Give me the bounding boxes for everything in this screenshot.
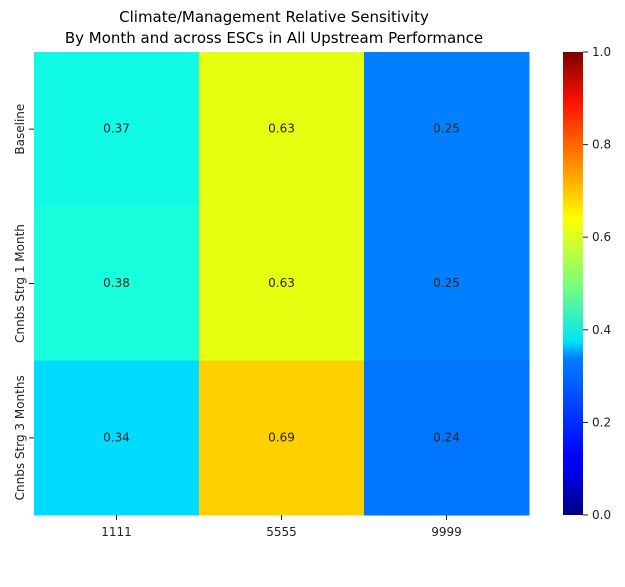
heatmap-cell xyxy=(199,206,365,362)
chart-subtitle: By Month and across ESCs in All Upstream… xyxy=(65,29,483,47)
cell-value-label: 0.25 xyxy=(433,276,460,290)
y-tick-label: Cnnbs Strg 3 Months xyxy=(13,375,27,500)
heatmap-cell-labels: 0.37 0.63 0.25 0.38 0.63 0.25 0.34 0.69 0.24 xyxy=(103,122,460,445)
colorbar-tick-label: 0.0 xyxy=(592,508,611,522)
heatmap-cell xyxy=(199,52,365,207)
cell-value-label: 0.25 xyxy=(433,122,460,136)
heatmap-cell xyxy=(199,360,365,516)
colorbar-tick-label: 1.0 xyxy=(592,45,611,59)
chart-title: Climate/Management Relative Sensitivity xyxy=(119,8,429,26)
cell-value-label: 0.69 xyxy=(268,430,295,444)
heatmap-cell xyxy=(364,360,530,516)
cell-value-label: 0.34 xyxy=(103,430,130,444)
cell-value-label: 0.38 xyxy=(103,276,130,290)
colorbar-tick-label: 0.6 xyxy=(592,230,611,244)
colorbar-tick-label: 0.4 xyxy=(592,323,611,337)
heatmap-cell xyxy=(34,206,200,362)
cell-value-label: 0.63 xyxy=(268,276,295,290)
x-axis: 1111 5555 9999 xyxy=(101,515,462,539)
y-tick-label: Cnnbs Strg 1 Month xyxy=(13,224,27,343)
y-tick-label: Baseline xyxy=(13,104,27,155)
colorbar-gradient xyxy=(563,52,583,515)
heatmap-cell xyxy=(34,360,200,516)
x-tick-label: 9999 xyxy=(431,525,462,539)
x-tick-label: 5555 xyxy=(266,525,297,539)
heatmap-cells xyxy=(34,52,530,516)
cell-value-label: 0.37 xyxy=(103,122,130,136)
cell-value-label: 0.63 xyxy=(268,122,295,136)
cell-value-label: 0.24 xyxy=(433,430,460,444)
heatmap-cell xyxy=(364,52,530,207)
y-axis: Baseline Cnnbs Strg 1 Month Cnnbs Strg 3 M… xyxy=(13,104,34,500)
colorbar-tick-label: 0.2 xyxy=(592,415,611,429)
colorbar-tick-label: 0.8 xyxy=(592,138,611,152)
heatmap-cell xyxy=(364,206,530,362)
heatmap-cell xyxy=(34,52,200,207)
colorbar: 0.0 0.2 0.4 0.6 0.8 1.0 xyxy=(563,45,611,522)
x-tick-label: 1111 xyxy=(101,525,132,539)
